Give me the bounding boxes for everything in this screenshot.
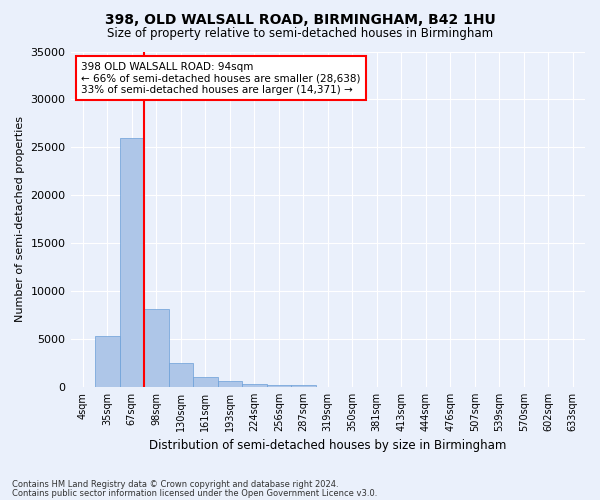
Text: Size of property relative to semi-detached houses in Birmingham: Size of property relative to semi-detach… — [107, 28, 493, 40]
Bar — [95, 336, 119, 387]
Text: Contains public sector information licensed under the Open Government Licence v3: Contains public sector information licen… — [12, 488, 377, 498]
Bar — [218, 381, 242, 387]
Bar — [242, 384, 266, 387]
X-axis label: Distribution of semi-detached houses by size in Birmingham: Distribution of semi-detached houses by … — [149, 440, 506, 452]
Y-axis label: Number of semi-detached properties: Number of semi-detached properties — [15, 116, 25, 322]
Bar — [291, 386, 316, 387]
Bar — [169, 363, 193, 387]
Text: Contains HM Land Registry data © Crown copyright and database right 2024.: Contains HM Land Registry data © Crown c… — [12, 480, 338, 489]
Text: 398 OLD WALSALL ROAD: 94sqm
← 66% of semi-detached houses are smaller (28,638)
3: 398 OLD WALSALL ROAD: 94sqm ← 66% of sem… — [81, 62, 361, 95]
Bar — [144, 310, 169, 387]
Bar — [119, 138, 144, 387]
Bar — [193, 378, 218, 387]
Bar — [266, 385, 291, 387]
Text: 398, OLD WALSALL ROAD, BIRMINGHAM, B42 1HU: 398, OLD WALSALL ROAD, BIRMINGHAM, B42 1… — [104, 12, 496, 26]
